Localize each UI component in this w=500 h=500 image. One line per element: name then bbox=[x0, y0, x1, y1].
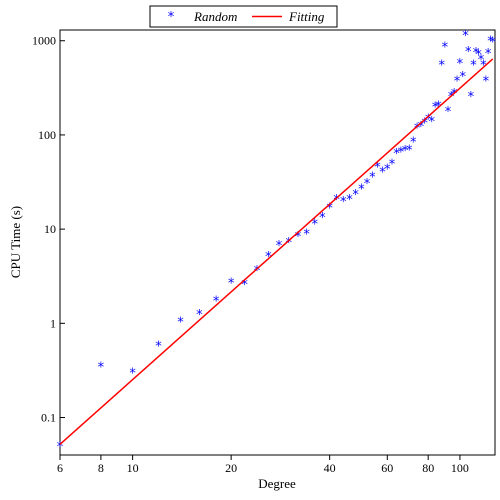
x-tick-label: 100 bbox=[451, 461, 469, 475]
data-point-random: * bbox=[333, 193, 340, 208]
data-point-random: * bbox=[295, 230, 302, 245]
data-point-random: * bbox=[487, 35, 494, 50]
data-point-random: * bbox=[406, 144, 413, 159]
data-point-random: * bbox=[485, 47, 492, 62]
data-point-random: * bbox=[425, 112, 432, 127]
data-point-random: * bbox=[265, 250, 272, 265]
data-point-random: * bbox=[438, 58, 445, 73]
data-point-random: * bbox=[402, 144, 409, 159]
data-point-random: * bbox=[369, 171, 376, 186]
data-point-random: * bbox=[462, 29, 469, 44]
data-point-random: * bbox=[303, 227, 310, 242]
data-point-random: * bbox=[311, 217, 318, 232]
data-point-random: * bbox=[459, 70, 466, 85]
y-tick-label: 100 bbox=[38, 128, 56, 142]
data-point-random: * bbox=[451, 87, 458, 102]
data-point-random: * bbox=[57, 440, 64, 455]
data-point-random: * bbox=[358, 182, 365, 197]
data-point-random: * bbox=[196, 308, 203, 323]
data-point-random: * bbox=[410, 136, 417, 151]
data-point-random: * bbox=[473, 46, 480, 61]
legend-box bbox=[149, 5, 338, 28]
series-line-fitting bbox=[59, 58, 494, 445]
data-point-random: * bbox=[326, 201, 333, 216]
data-point-random: * bbox=[213, 294, 220, 309]
legend-marker-random: * bbox=[168, 10, 175, 25]
data-point-random: * bbox=[276, 239, 283, 254]
data-point-random: * bbox=[457, 57, 464, 72]
data-point-random: * bbox=[129, 367, 136, 382]
data-point-random: * bbox=[286, 236, 293, 251]
legend: * Random Fitting bbox=[149, 5, 338, 28]
data-point-random: * bbox=[155, 340, 162, 355]
data-point-random: * bbox=[432, 101, 439, 116]
x-tick-label: 8 bbox=[98, 461, 104, 475]
data-point-random: * bbox=[454, 74, 461, 89]
data-point-random: * bbox=[98, 360, 105, 375]
data-point-random: * bbox=[384, 163, 391, 178]
data-point-random: * bbox=[465, 45, 472, 60]
data-point-random: * bbox=[374, 161, 381, 176]
data-point-random: * bbox=[490, 36, 497, 51]
data-point-random: * bbox=[393, 147, 400, 162]
data-point-random: * bbox=[177, 315, 184, 330]
data-point-random: * bbox=[448, 90, 455, 105]
data-point-random: * bbox=[418, 120, 425, 135]
x-tick-label: 80 bbox=[422, 461, 434, 475]
data-point-random: * bbox=[228, 277, 235, 292]
y-axis-label: CPU Time (s) bbox=[8, 206, 23, 278]
x-tick-label: 20 bbox=[225, 461, 237, 475]
x-tick-label: 6 bbox=[57, 461, 63, 475]
y-tick-label: 1000 bbox=[32, 34, 56, 48]
y-tick-label: 1 bbox=[50, 316, 56, 330]
plot-frame bbox=[59, 29, 496, 456]
data-point-random: * bbox=[340, 195, 347, 210]
data-point-random: * bbox=[421, 117, 428, 132]
y-tick-label: 0.1 bbox=[41, 411, 56, 425]
x-tick-label: 10 bbox=[127, 461, 139, 475]
x-tick-label: 60 bbox=[381, 461, 393, 475]
data-point-random: * bbox=[346, 193, 353, 208]
data-point-random: * bbox=[445, 105, 452, 120]
x-axis-label: Degree bbox=[258, 476, 296, 491]
data-point-random: * bbox=[480, 58, 487, 73]
y-axis: 0.1 1 10 100 1000 bbox=[32, 34, 65, 425]
data-point-random: * bbox=[475, 48, 482, 63]
data-point-random: * bbox=[442, 40, 449, 55]
data-point-random: * bbox=[414, 121, 421, 136]
data-point-random: * bbox=[428, 115, 435, 130]
y-tick-label: 10 bbox=[44, 222, 56, 236]
legend-label-random: Random bbox=[193, 9, 237, 24]
data-point-random: * bbox=[478, 53, 485, 68]
data-point-random: * bbox=[241, 278, 248, 293]
data-point-random: * bbox=[352, 188, 359, 203]
data-point-random: * bbox=[379, 165, 386, 180]
data-point-random: * bbox=[254, 264, 261, 279]
data-point-random: * bbox=[483, 74, 490, 89]
plot-area: ** *** *** **** * * ** *** * * * * *****************… bbox=[57, 29, 497, 455]
data-point-random: * bbox=[319, 211, 326, 226]
legend-label-fitting: Fitting bbox=[288, 9, 325, 24]
x-tick-label: 40 bbox=[324, 461, 336, 475]
data-point-random: * bbox=[468, 90, 475, 105]
data-point-random: * bbox=[389, 157, 396, 172]
data-point-random: * bbox=[398, 145, 405, 160]
data-point-random: * bbox=[364, 177, 371, 192]
x-axis: 6 8 10 20 40 60 80 100 bbox=[57, 455, 469, 475]
data-point-random: * bbox=[470, 58, 477, 73]
